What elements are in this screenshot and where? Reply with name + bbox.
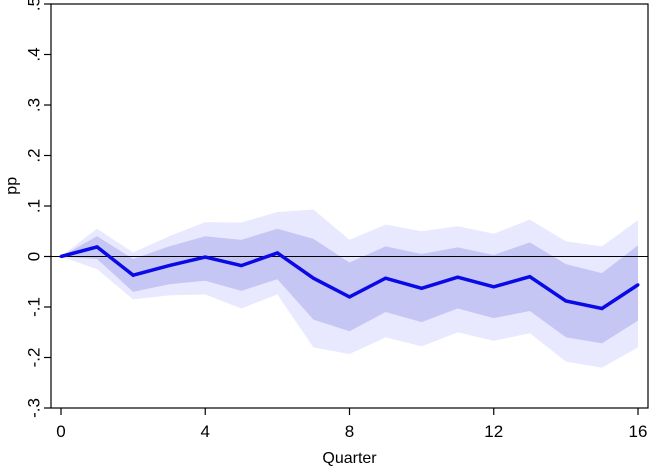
x-tick-label: 8 bbox=[345, 422, 354, 441]
series-point bbox=[492, 285, 496, 289]
x-axis: 0 4 8 12 16 bbox=[56, 408, 647, 441]
x-tick-label: 12 bbox=[484, 422, 503, 441]
y-axis-label: pp bbox=[4, 177, 21, 195]
series-point bbox=[600, 307, 604, 311]
x-axis-label: Quarter bbox=[322, 450, 377, 467]
series-point bbox=[95, 245, 99, 249]
series-point bbox=[528, 275, 532, 279]
series-point bbox=[59, 255, 63, 258]
confidence-bands bbox=[61, 209, 638, 368]
series-point bbox=[239, 264, 243, 268]
series-point bbox=[420, 286, 424, 290]
series-point bbox=[456, 275, 460, 279]
y-tick-label: .3 bbox=[25, 98, 44, 112]
y-tick-label: -.1 bbox=[25, 297, 44, 317]
x-tick-label: 16 bbox=[629, 422, 648, 441]
x-tick-label: 0 bbox=[56, 422, 65, 441]
series-point bbox=[564, 299, 568, 303]
y-tick-label: .2 bbox=[25, 148, 44, 162]
y-tick-label: .4 bbox=[25, 47, 44, 61]
series-point bbox=[275, 251, 279, 255]
series-point bbox=[167, 264, 171, 268]
y-tick-label: -.2 bbox=[25, 348, 44, 368]
series-point bbox=[203, 255, 207, 259]
series-point bbox=[311, 276, 315, 280]
series-point bbox=[636, 283, 640, 287]
x-tick-label: 4 bbox=[201, 422, 210, 441]
series-point bbox=[348, 295, 351, 299]
y-tick-label: 0 bbox=[25, 252, 44, 261]
series-point bbox=[131, 273, 135, 277]
y-axis: -.3 -.2 -.1 0 .1 .2 .3 .4 .5 bbox=[25, 0, 51, 418]
y-tick-label: -.3 bbox=[25, 398, 44, 418]
y-tick-label: .1 bbox=[25, 199, 44, 213]
y-tick-label: .5 bbox=[25, 0, 44, 11]
series-point bbox=[384, 276, 388, 280]
series-points bbox=[59, 245, 640, 311]
